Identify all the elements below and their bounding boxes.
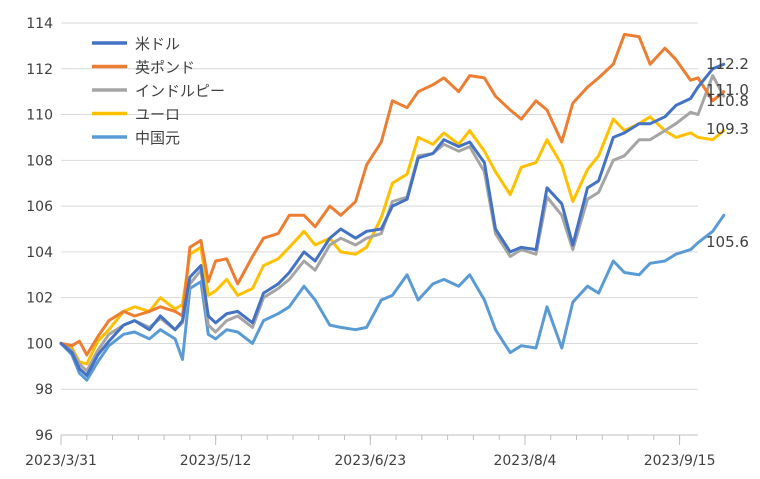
y-tick-label: 104 bbox=[26, 245, 53, 261]
x-tick-label: 2023/6/23 bbox=[334, 453, 406, 469]
series-end-label: 111.0 bbox=[706, 81, 749, 99]
series-line bbox=[59, 32, 726, 357]
x-tick-label: 2023/8/4 bbox=[493, 453, 556, 469]
x-tick-label: 2023/5/12 bbox=[180, 453, 252, 469]
series-end-label: 105.6 bbox=[706, 233, 749, 251]
y-axis-tick-labels: 96 98 100 102 104 106 108 110 112 114 bbox=[26, 16, 53, 444]
series-line bbox=[59, 115, 726, 366]
x-tick-label: 2023/3/31 bbox=[25, 453, 97, 469]
series-line bbox=[59, 213, 726, 382]
y-tick-label: 100 bbox=[26, 336, 53, 352]
y-tick-label: 96 bbox=[35, 428, 53, 444]
series-end-label: 110.8 bbox=[706, 92, 749, 110]
series-line bbox=[59, 62, 726, 377]
y-tick-label: 114 bbox=[26, 16, 53, 32]
y-tick-label: 106 bbox=[26, 199, 53, 215]
legend-label: 英ポンド bbox=[135, 59, 195, 77]
series-end-label: 112.2 bbox=[706, 55, 749, 73]
gridlines bbox=[61, 22, 698, 436]
series-lines bbox=[59, 32, 726, 382]
y-tick-label: 112 bbox=[26, 62, 53, 78]
legend-label: ユーロ bbox=[135, 106, 180, 124]
x-tick-label: 2023/9/15 bbox=[644, 453, 716, 469]
y-tick-label: 102 bbox=[26, 291, 53, 307]
legend-label: 米ドル bbox=[135, 35, 180, 53]
y-tick-label: 110 bbox=[26, 108, 53, 124]
x-axis: 2023/3/31 2023/5/12 2023/6/23 2023/8/4 2023/… bbox=[25, 434, 716, 469]
legend-label: インドルピー bbox=[135, 82, 225, 100]
y-tick-label: 98 bbox=[35, 382, 53, 398]
series-end-label: 109.3 bbox=[706, 120, 749, 138]
y-tick-label: 108 bbox=[26, 153, 53, 169]
legend-label: 中国元 bbox=[135, 129, 180, 147]
